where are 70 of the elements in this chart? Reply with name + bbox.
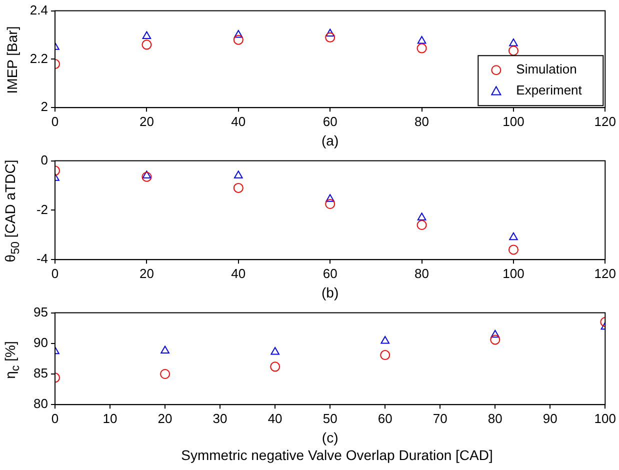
x-tick-label: 100 [594, 410, 616, 426]
x-axis-title: (c) [322, 429, 338, 446]
point [380, 350, 390, 360]
y-tick-label: 2.4 [30, 2, 48, 18]
y-tick-label: 2 [40, 99, 48, 114]
point [142, 170, 152, 178]
point [508, 46, 518, 56]
x-tick-label: 40 [231, 114, 246, 129]
x-tick-label: 50 [322, 410, 338, 426]
point [270, 362, 280, 372]
x-tick-label: 80 [488, 410, 502, 426]
x-tick-label: 40 [231, 266, 246, 281]
x-tick-label: 60 [378, 410, 392, 426]
point [326, 194, 334, 202]
y-tick-label: -4 [36, 251, 48, 266]
point [142, 31, 152, 39]
x-tick-label: 20 [158, 410, 172, 426]
point [490, 334, 500, 345]
x-tick-label: 20 [139, 114, 154, 129]
point [325, 32, 336, 42]
y-tick-label: -2 [36, 202, 48, 217]
point [509, 232, 518, 240]
point [234, 30, 243, 38]
point [416, 220, 427, 230]
point [325, 199, 336, 210]
x-axis-title: (b) [322, 284, 339, 300]
point [508, 244, 518, 255]
y-tick-label: 85 [34, 366, 48, 381]
x-tick-label: 30 [212, 410, 228, 426]
legend-label: Experiment [516, 82, 582, 98]
x-tick-label: 80 [414, 114, 430, 129]
point [160, 346, 170, 354]
point [142, 40, 152, 50]
x-tick-label: 100 [502, 266, 524, 281]
x-tick-label: 60 [322, 266, 338, 281]
x-axis-title: (a) [322, 132, 339, 148]
point [417, 36, 426, 44]
x-tick-label: 10 [102, 410, 118, 426]
point [417, 212, 426, 220]
y-tick-label: 80 [34, 396, 48, 412]
legend-label: Simulation [516, 62, 577, 77]
y-tick-label: 95 [34, 304, 48, 320]
point [233, 182, 244, 193]
x-tick-label: 0 [51, 266, 59, 281]
point [380, 336, 390, 344]
x-tick-label: 120 [594, 266, 616, 281]
y-tick-label: 0 [40, 152, 48, 168]
point [270, 346, 280, 355]
point [234, 170, 243, 178]
y-tick-label: 2.2 [30, 50, 48, 66]
point [509, 38, 518, 46]
x-tick-label: 80 [414, 266, 430, 281]
x-tick-label: 60 [322, 114, 338, 129]
point [233, 34, 244, 45]
x-tick-label: 40 [268, 410, 282, 426]
x-tick-label: 90 [542, 410, 558, 426]
x-tick-label: 70 [432, 410, 448, 426]
point [490, 330, 500, 338]
x-tick-label: 100 [502, 114, 524, 129]
point [416, 43, 427, 54]
x-tick-label: 120 [594, 114, 616, 129]
x-tick-label: 0 [51, 410, 59, 426]
y-tick-label: 90 [34, 334, 48, 350]
x-tick-label: 20 [139, 266, 154, 281]
y-axis-title: IMEP [Bar] [4, 26, 20, 94]
point [142, 172, 152, 182]
point [326, 28, 334, 37]
text: Symmetric negative Valve Overlap Duration [CAD] [180, 447, 494, 463]
point [160, 369, 170, 379]
x-tick-label: 0 [51, 114, 59, 129]
